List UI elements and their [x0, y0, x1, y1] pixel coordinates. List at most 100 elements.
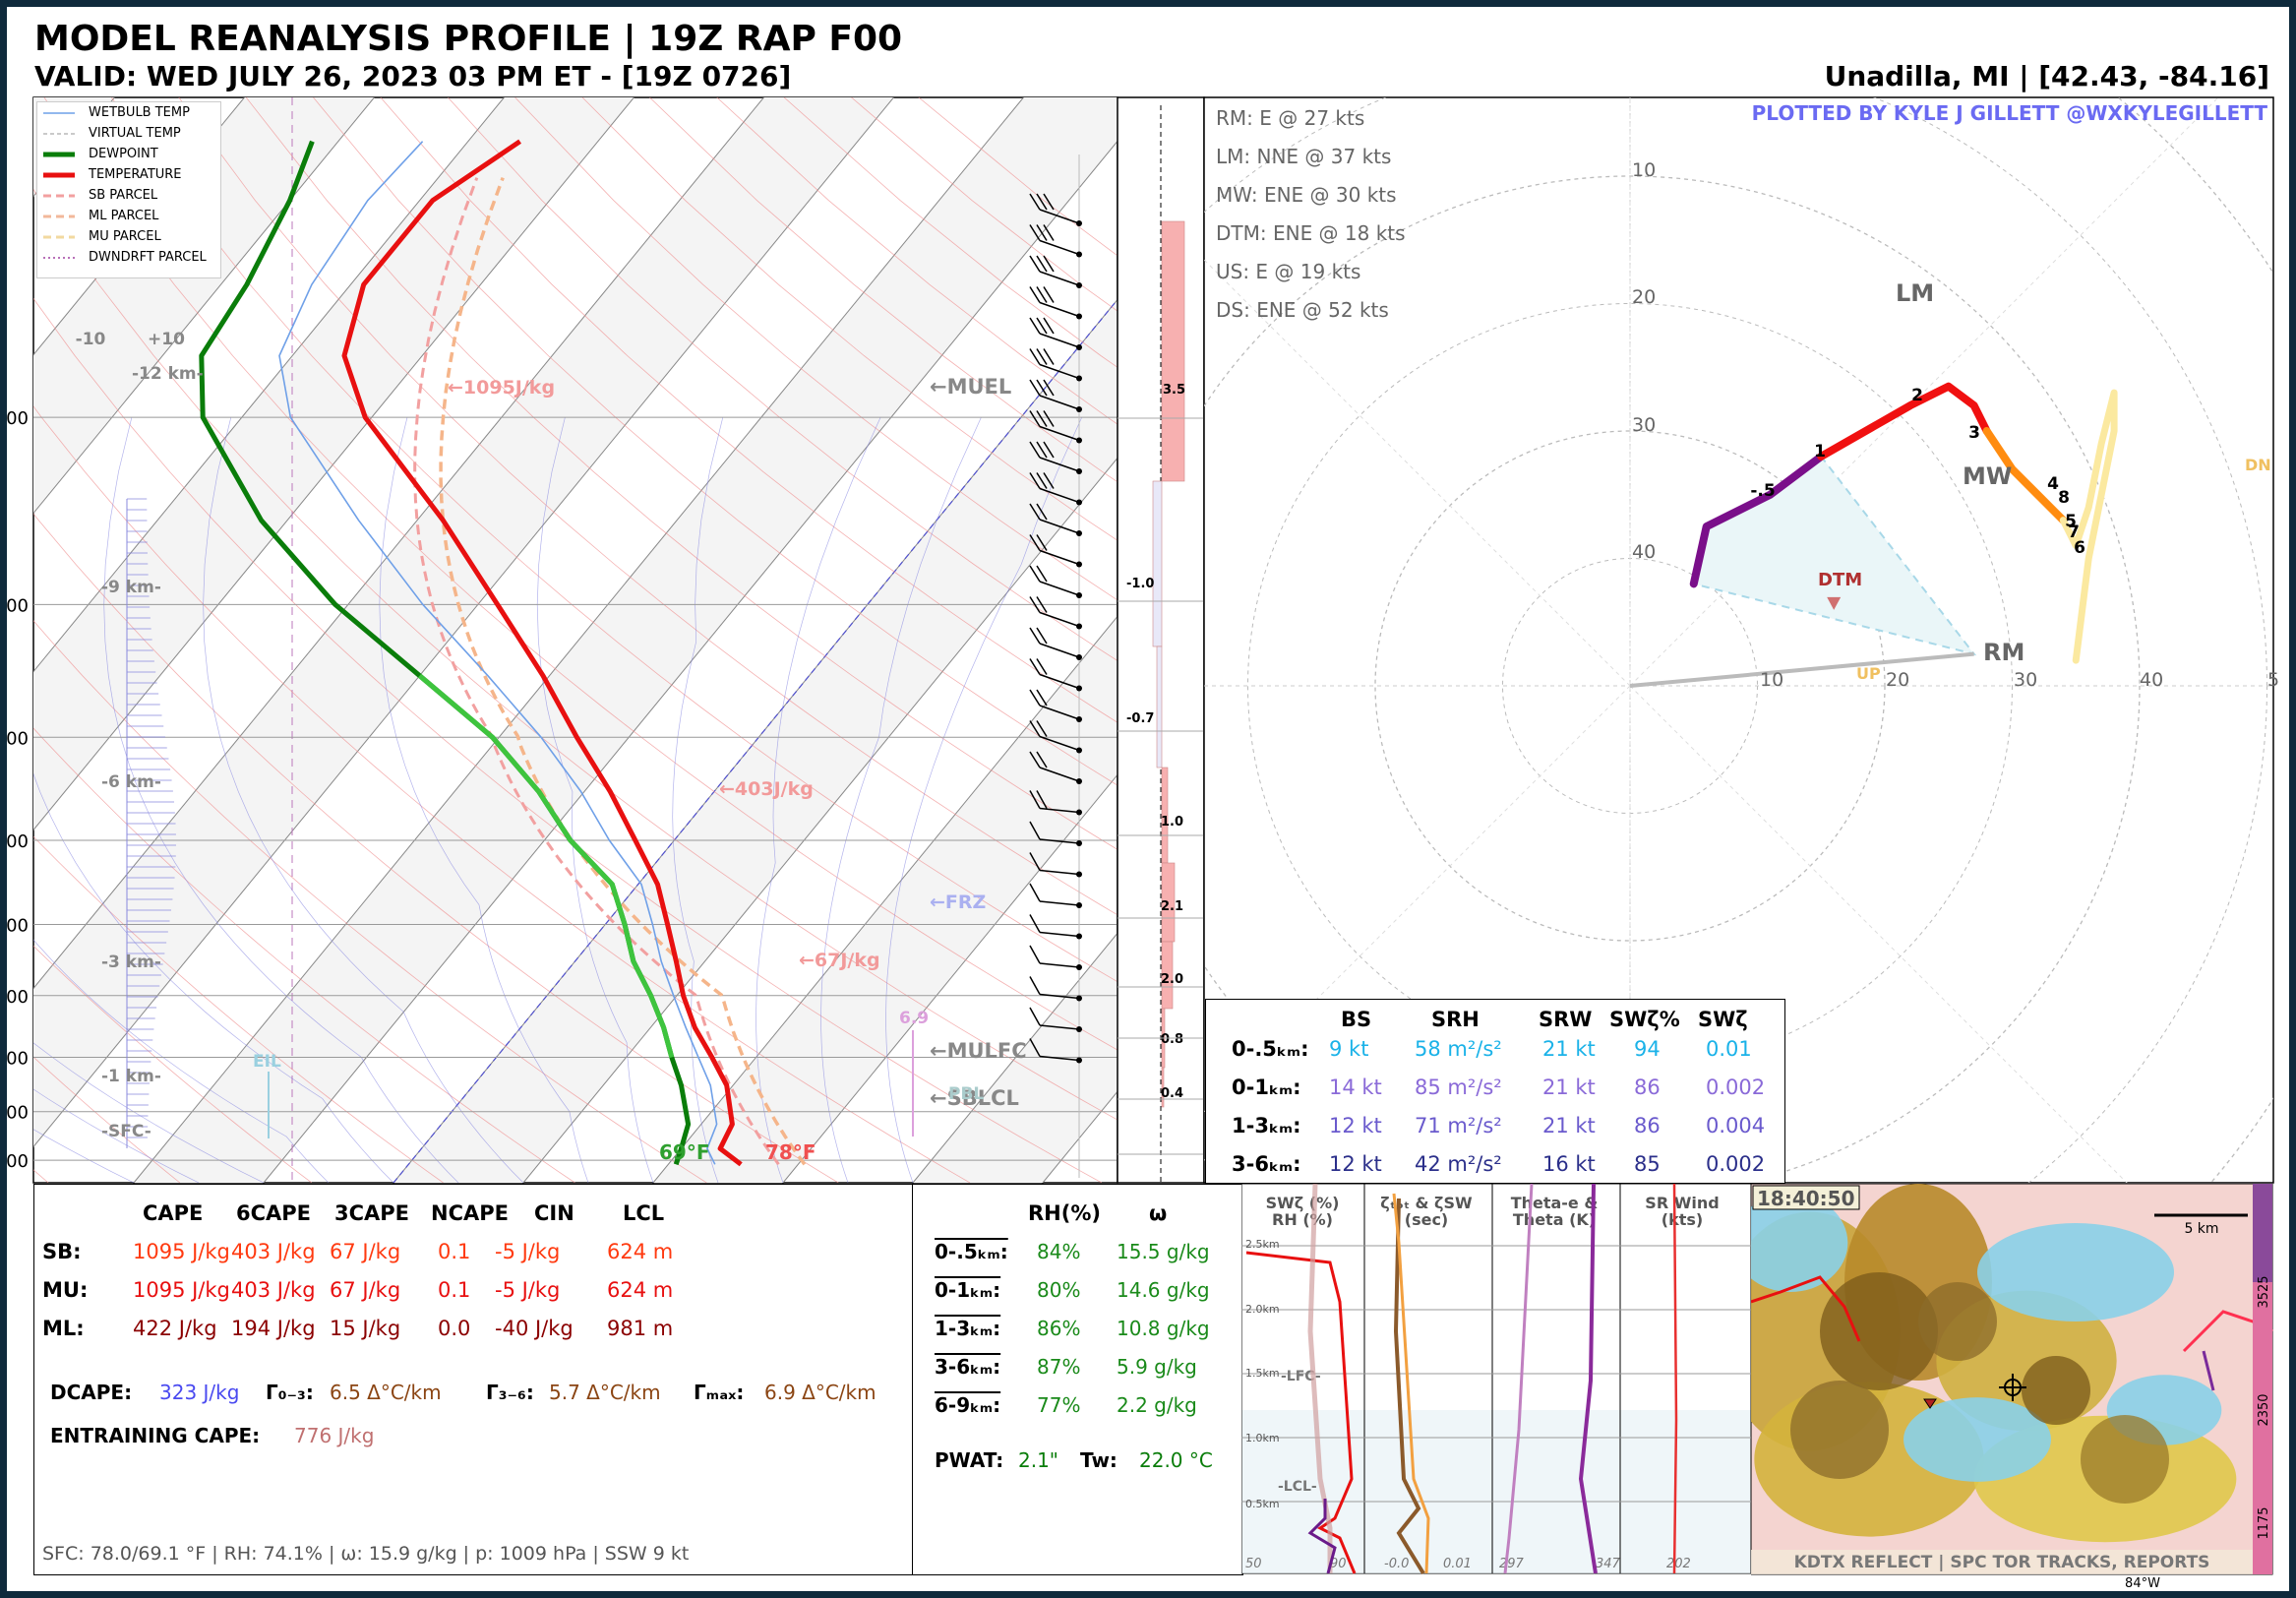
hodo-ring-label: 20	[1632, 286, 1656, 308]
mini-title: Theta-e &	[1511, 1194, 1599, 1212]
moist-layer: 3-6ₖₘ:	[935, 1355, 1001, 1379]
height-label: -1 km-	[101, 1067, 161, 1086]
thermo-value: -5 J/kg	[495, 1278, 561, 1302]
cape-annotation: ←1095J/kg	[448, 377, 555, 399]
thermo-header: NCAPE	[431, 1201, 509, 1225]
dtm-label: DTM	[1818, 570, 1862, 590]
kin-bs: 9 kt	[1329, 1037, 1369, 1061]
figure: MODEL REANALYSIS PROFILE | 19Z RAP F00 V…	[7, 7, 2289, 1591]
legend-label: SB PARCEL	[89, 188, 158, 203]
hodo-ring-label: 20	[1886, 669, 1909, 691]
thermo-value: 194 J/kg	[231, 1317, 316, 1340]
barb-flag	[1036, 790, 1048, 809]
barb-flag	[1036, 224, 1048, 241]
barb-flag	[1043, 286, 1055, 303]
lapse-bar-block	[1161, 941, 1174, 1010]
storm-motion-item: RM: E @ 27 kts	[1216, 106, 1365, 130]
wind-barb	[1029, 914, 1082, 940]
moisture-panel: RH(%) ω 0-.5ₖₘ: 84% 15.5 g/kg 0-1ₖₘ: 80% 14.6 g…	[912, 1184, 1243, 1575]
radar-time-box	[1752, 1185, 1860, 1210]
hodo-axis	[1204, 259, 1631, 687]
legend-swatch	[43, 111, 75, 114]
sr-wind-line	[1672, 1184, 1678, 1574]
moist-rh: 86%	[1037, 1317, 1081, 1340]
moist-w: 15.5 g/kg	[1117, 1240, 1210, 1263]
location-label: Unadilla, MI | [42.43, -84.16]	[1824, 60, 2269, 92]
height-label: -12 km-	[132, 364, 204, 384]
colorbar-label: 1175	[2257, 1506, 2271, 1539]
dewpoint-moist-segment	[417, 673, 675, 1059]
thermo-value: 624 m	[607, 1278, 674, 1302]
barb-flag	[1036, 596, 1048, 613]
radar-inset: 3525 2350 1175 18:40:50 5 km KDTX REFLECT | S…	[1751, 1184, 2273, 1591]
radar-core	[2081, 1415, 2169, 1504]
dry-adiabat	[33, 1056, 181, 1183]
moist-adiabat	[33, 1088, 200, 1183]
frz-label: ←FRZ	[930, 891, 986, 913]
legend-item: SB PARCEL	[37, 185, 220, 206]
barb-flag	[1029, 286, 1041, 303]
barb-flag	[1043, 317, 1055, 335]
kin-srw: 21 kt	[1542, 1114, 1596, 1137]
sblcl-label: ←SBLCL	[930, 1086, 1019, 1110]
moist-rh: 84%	[1037, 1240, 1081, 1263]
barb-flag	[1029, 410, 1041, 427]
wind-barb	[1029, 945, 1082, 970]
moist-adiabat	[103, 417, 459, 1183]
colorbar-top	[2253, 1184, 2272, 1282]
lapse-bar-block	[1161, 1067, 1165, 1108]
freezing-isotherm	[393, 298, 1118, 1183]
wetbulb-line	[278, 141, 718, 1165]
isotherm-label: +10	[148, 330, 185, 349]
muel-label: ←MUEL	[930, 375, 1011, 399]
mini-title: SWζ (%)	[1266, 1194, 1340, 1212]
isotherm	[133, 97, 1024, 1183]
kin-header: SRW	[1539, 1008, 1593, 1031]
cape-annotation: ←67J/kg	[799, 950, 880, 971]
pressure-tick: 200	[7, 408, 29, 429]
kin-swpct: 94	[1634, 1037, 1661, 1061]
barb-flag	[1043, 193, 1055, 211]
bar-value: 0.8	[1161, 1032, 1183, 1047]
legend-label: VIRTUAL TEMP	[89, 126, 181, 141]
barb-flag	[1036, 472, 1048, 489]
dry-adiabat	[33, 727, 575, 1183]
dry-adiabat	[33, 188, 1118, 1121]
radar-core	[1918, 1282, 1997, 1361]
wind-barb	[1029, 255, 1082, 288]
legend-swatch	[43, 172, 75, 177]
legend-swatch	[43, 132, 75, 135]
barb-shaft	[1039, 519, 1080, 534]
moist-layer: 0-1ₖₘ:	[935, 1278, 1001, 1302]
thermo-value: 0.0	[438, 1317, 471, 1340]
dry-adiabat	[448, 97, 1118, 661]
wind-barb	[1029, 193, 1082, 226]
barb-flag	[1029, 193, 1041, 211]
gamma-value: 5.7 Δ°C/km	[549, 1381, 661, 1404]
barb-flag	[1029, 720, 1041, 737]
radar-time: 18:40:50	[1757, 1187, 1855, 1210]
kinematics-table: BS SRH SRW SWζ% SWζ 0-.5ₖₘ: 9 kt 58 m²/s² 21 kt 9…	[1205, 999, 1785, 1184]
hodo-height-label: 6	[2074, 538, 2085, 558]
wind-barb	[1029, 852, 1082, 878]
pressure-tick: 700	[7, 987, 29, 1008]
hodo-height-label: 1	[1814, 442, 1826, 461]
barb-shaft	[1039, 209, 1080, 224]
ecape-label: ENTRAINING CAPE:	[50, 1424, 261, 1447]
dn-label: DN	[2245, 456, 2271, 474]
hodo-segment	[1817, 382, 1991, 461]
wind-barb	[1029, 441, 1082, 474]
kin-bs: 14 kt	[1329, 1076, 1382, 1099]
wind-barb	[1029, 976, 1082, 1002]
hodo-ring-label: 10	[1632, 159, 1656, 181]
moist-adiabat	[203, 417, 524, 1183]
storm-motion-item: LM: NNE @ 37 kts	[1216, 145, 1392, 168]
rm-label: RM	[1983, 639, 2024, 666]
pressure-tick: 800	[7, 1048, 29, 1069]
moist-rh: 77%	[1037, 1393, 1081, 1417]
barb-shaft	[1039, 962, 1080, 968]
isotherm	[33, 97, 894, 1148]
moist-w: 14.6 g/kg	[1117, 1278, 1210, 1302]
dry-adiabat	[33, 513, 839, 1183]
barb-flag	[1029, 317, 1041, 335]
